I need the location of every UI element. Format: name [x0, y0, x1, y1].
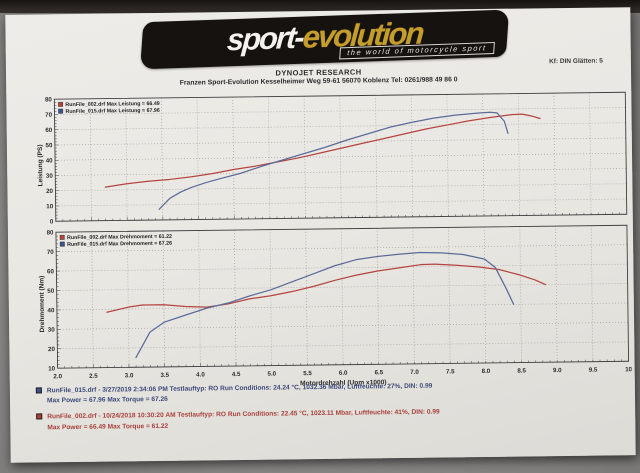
- svg-text:80: 80: [45, 96, 53, 103]
- svg-text:8.5: 8.5: [517, 367, 526, 374]
- svg-text:9.5: 9.5: [589, 367, 598, 374]
- svg-text:5.0: 5.0: [267, 371, 276, 378]
- power-chart: 0 10 20 30 40 50 60 70 80 RunFile_002.drf Max Lei…: [45, 91, 628, 226]
- svg-text:60: 60: [47, 268, 55, 275]
- run-summaries: RunFile_015.drf - 3/27/2019 2:34:06 PM T…: [35, 379, 622, 439]
- svg-text:5.5: 5.5: [303, 370, 312, 377]
- svg-text:20: 20: [48, 346, 56, 353]
- run-summary-002: RunFile_002.drf - 10/24/2018 10:30:20 AM…: [36, 406, 621, 434]
- svg-text:4.0: 4.0: [196, 371, 205, 378]
- svg-text:RunFile_002.drf Max Drehmoment: RunFile_002.drf Max Drehmoment = 61.22: [67, 234, 172, 241]
- sport-evolution-logo: sport-evolution the world of motorcycle …: [140, 9, 510, 70]
- svg-text:6.0: 6.0: [339, 370, 348, 377]
- svg-text:70: 70: [45, 112, 53, 119]
- svg-text:30: 30: [48, 327, 56, 334]
- svg-text:80: 80: [47, 229, 55, 236]
- svg-text:40: 40: [47, 307, 55, 314]
- logo-sport-text: sport-: [225, 19, 305, 58]
- svg-text:3.5: 3.5: [160, 372, 169, 379]
- svg-text:7.5: 7.5: [446, 368, 455, 375]
- run-015-color-swatch-icon: [35, 387, 42, 394]
- svg-text:30: 30: [46, 173, 54, 180]
- svg-text:50: 50: [47, 288, 55, 295]
- run-002-color-swatch-icon: [36, 413, 43, 420]
- svg-text:RunFile_015.drf Max Leistung =: RunFile_015.drf Max Leistung = 67.96: [65, 108, 159, 115]
- svg-text:2.5: 2.5: [89, 373, 98, 380]
- svg-text:4.5: 4.5: [232, 371, 241, 378]
- svg-text:7.0: 7.0: [410, 369, 419, 376]
- svg-text:3.0: 3.0: [125, 372, 134, 379]
- svg-text:70: 70: [47, 249, 55, 256]
- svg-text:10: 10: [48, 365, 56, 372]
- svg-text:8.0: 8.0: [482, 368, 491, 375]
- svg-text:6.5: 6.5: [375, 369, 384, 376]
- svg-text:50: 50: [45, 142, 53, 149]
- svg-text:2.0: 2.0: [53, 373, 62, 380]
- dyno-sheet-paper: sport-evolution the world of motorcycle …: [5, 7, 636, 463]
- svg-text:RunFile_002.drf Max Leistung =: RunFile_002.drf Max Leistung = 66.49: [65, 101, 159, 108]
- svg-text:10: 10: [625, 366, 632, 373]
- svg-text:20: 20: [46, 188, 54, 195]
- svg-text:0: 0: [50, 218, 54, 225]
- svg-text:9.0: 9.0: [553, 367, 562, 374]
- svg-text:Motordrehzahl (Upm x1000): Motordrehzahl (Upm x1000): [300, 379, 387, 387]
- torque-chart: 10 20 30 40 50 60 70 80 2.0 2.5 3.0 3.5 4.0 4.5 5.0 5.5…: [47, 224, 632, 387]
- svg-text:RunFile_015.drf Max Drehmoment: RunFile_015.drf Max Drehmoment = 67.26: [67, 241, 172, 248]
- svg-text:10: 10: [46, 203, 54, 210]
- svg-text:40: 40: [46, 157, 54, 164]
- svg-text:60: 60: [45, 127, 53, 134]
